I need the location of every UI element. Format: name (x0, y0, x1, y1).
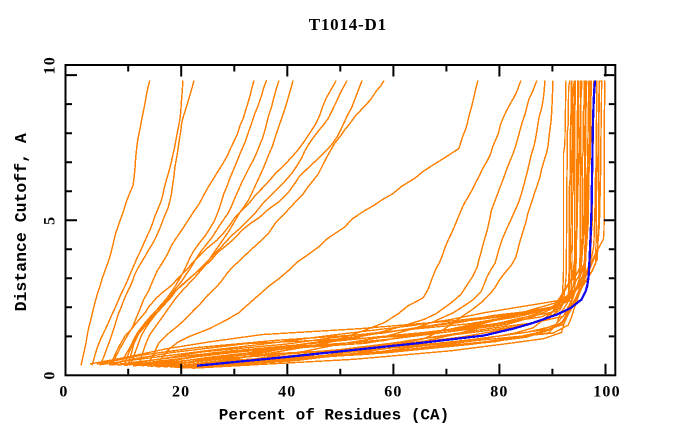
svg-text:20: 20 (172, 384, 190, 401)
svg-text:0: 0 (42, 370, 59, 379)
svg-text:80: 80 (490, 384, 508, 401)
svg-text:60: 60 (384, 384, 402, 401)
svg-text:T1014-D1: T1014-D1 (309, 15, 387, 34)
svg-text:10: 10 (42, 56, 59, 74)
svg-text:100: 100 (593, 384, 621, 401)
svg-text:40: 40 (278, 384, 296, 401)
svg-text:0: 0 (59, 384, 68, 401)
svg-text:5: 5 (42, 216, 59, 225)
svg-text:Percent of Residues (CA): Percent of Residues (CA) (219, 407, 449, 425)
svg-text:Distance Cutoff, A: Distance Cutoff, A (12, 133, 31, 311)
